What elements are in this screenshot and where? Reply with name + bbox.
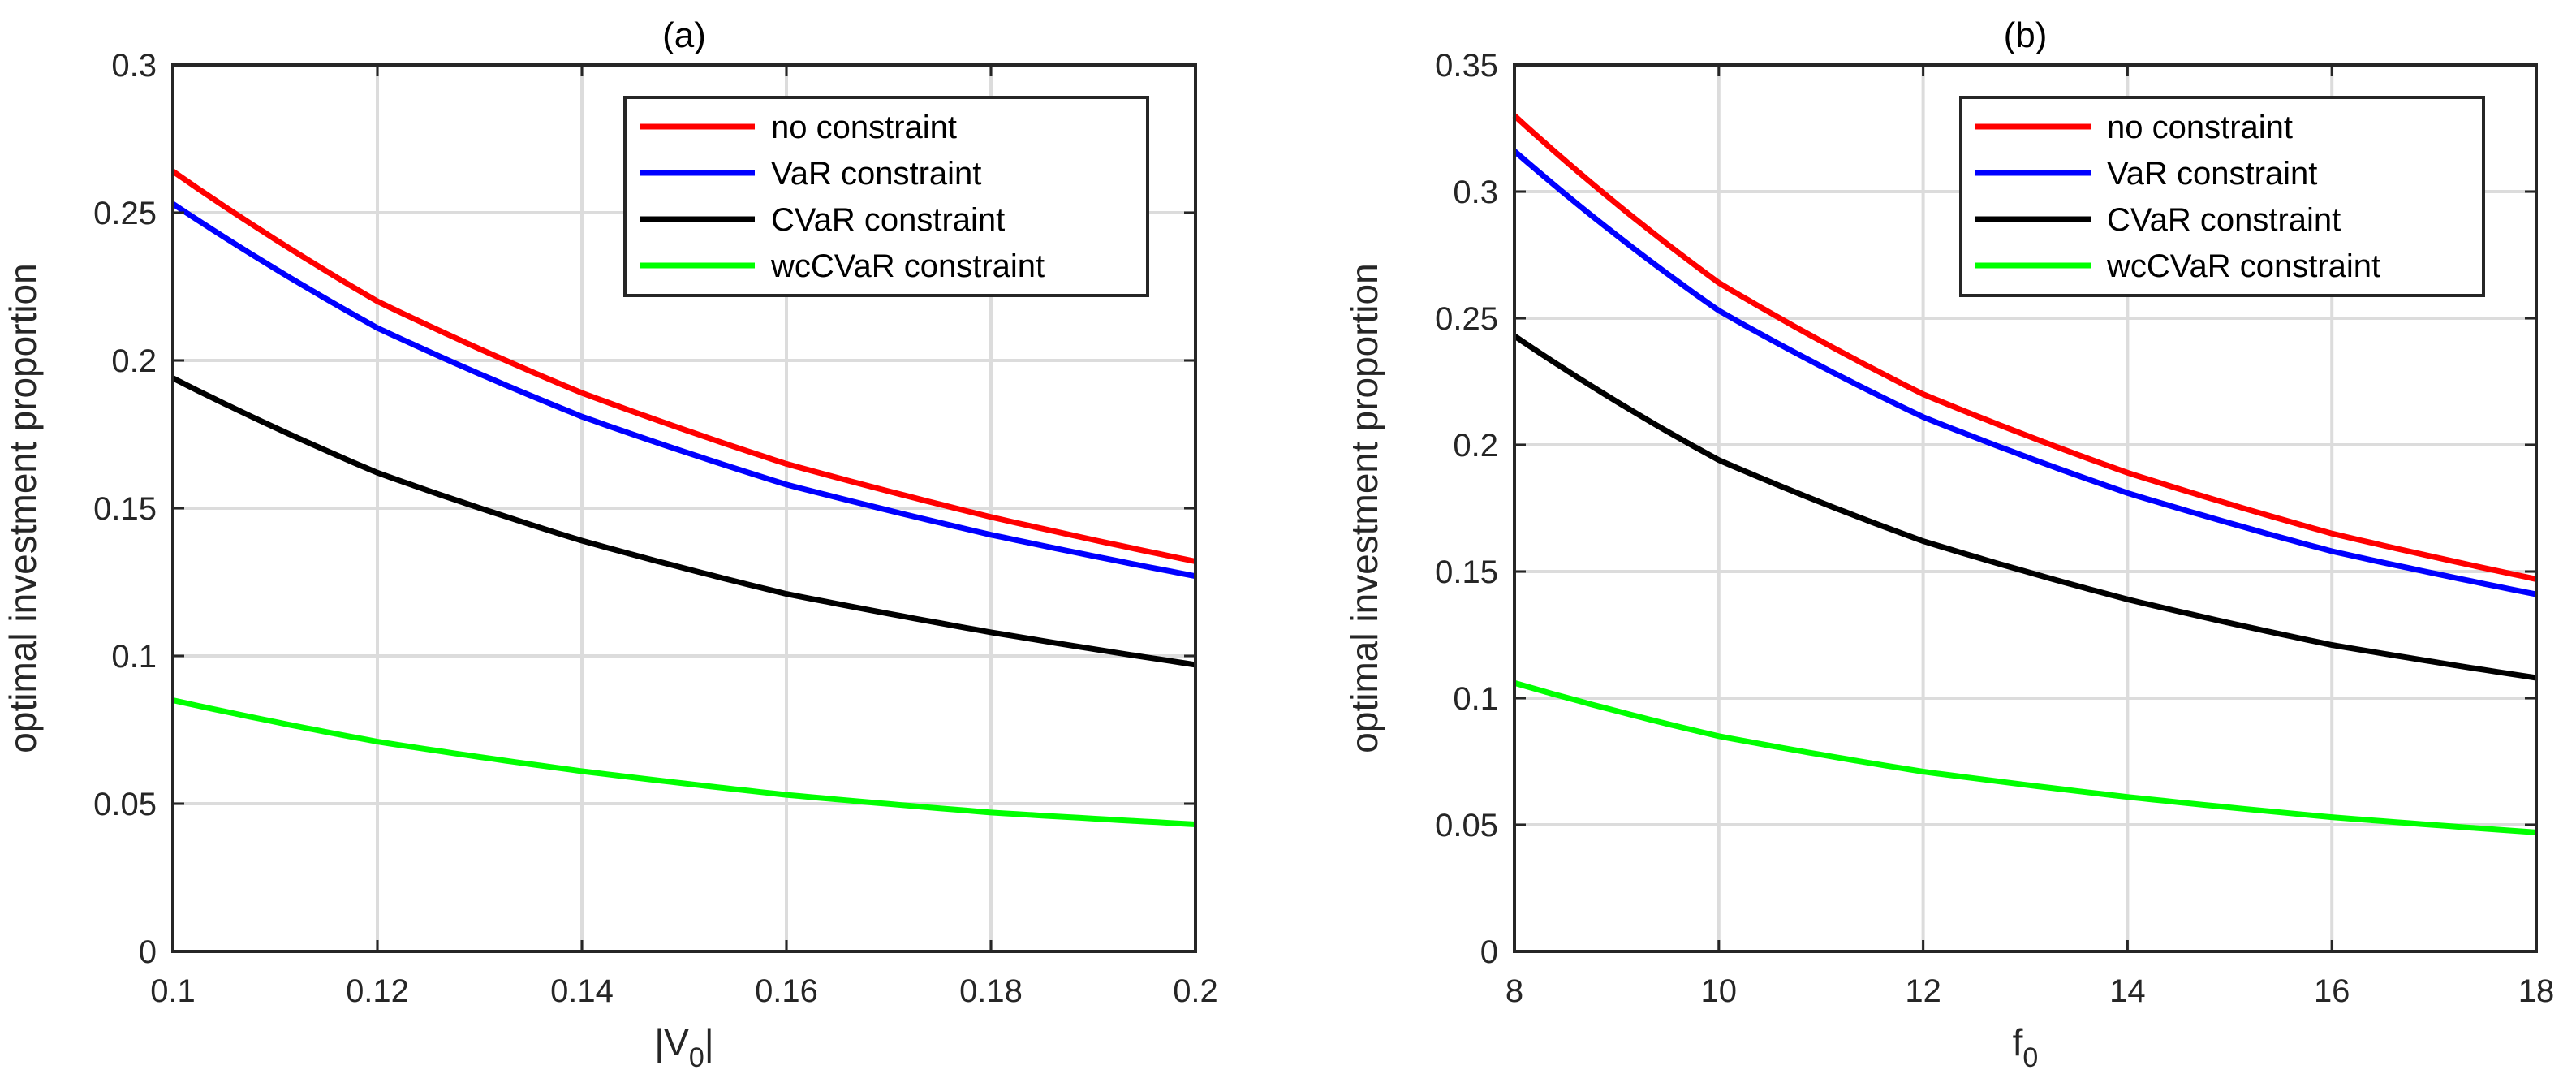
- x-tick-label: 0.16: [755, 973, 818, 1009]
- x-axis-label: f0: [2013, 1021, 2039, 1073]
- y-tick-label: 0.3: [1453, 175, 1498, 210]
- x-axis-label: |V0|: [654, 1021, 714, 1073]
- series-line-no-constraint: [1512, 113, 2537, 582]
- legend-label: wcCVaR constraint: [2106, 248, 2380, 284]
- legend-label: wcCVaR constraint: [770, 248, 1045, 284]
- y-axis-label: optimal investment proportion: [1343, 263, 1385, 753]
- y-tick-label: 0.25: [93, 196, 157, 231]
- legend-label: VaR constraint: [771, 156, 981, 192]
- y-tick-label: 0.15: [93, 491, 157, 527]
- x-tick-label: 0.14: [550, 973, 614, 1009]
- chart-panel-a: 0.1 0.12 0.14 0.16 0.18 0.2 0 0.05 0.1 0.15 0.2 0.2…: [2, 15, 1218, 1073]
- series-line-cvar-constraint: [1513, 333, 2537, 681]
- x-tick-label: 0.2: [1173, 973, 1218, 1009]
- y-tick-label: 0: [1480, 934, 1498, 970]
- x-tick-label: 0.18: [959, 973, 1023, 1009]
- axes-box: [1513, 63, 2538, 953]
- x-tick-label: 10: [1701, 973, 1738, 1009]
- y-tick-label: 0: [139, 934, 157, 970]
- y-axis-label: optimal investment proportion: [2, 263, 44, 753]
- y-tick-label: 0.15: [1435, 554, 1498, 590]
- legend: no constraint VaR constraint CVaR constrai…: [1959, 96, 2485, 297]
- y-tick-label: 0.35: [1435, 48, 1498, 84]
- y-tick-label: 0.1: [111, 639, 157, 675]
- y-tick-label: 0.2: [1453, 428, 1498, 464]
- legend-label: VaR constraint: [2107, 156, 2317, 192]
- series-line-var-constraint: [1512, 149, 2537, 597]
- x-tick-label: 18: [2518, 973, 2555, 1009]
- series-line-no-constraint: [171, 169, 1196, 564]
- legend-label: CVaR constraint: [2107, 202, 2341, 238]
- legend-label: no constraint: [2107, 110, 2293, 145]
- chart-title: (b): [2004, 15, 2048, 55]
- legend-box: [623, 96, 1149, 297]
- x-tick-label: 14: [2109, 973, 2146, 1009]
- x-tick-label: 0.1: [150, 973, 196, 1009]
- legend-box: [1959, 96, 2485, 297]
- chart-title: (a): [662, 15, 706, 55]
- x-tick-label: 16: [2314, 973, 2350, 1009]
- x-tick-label: 8: [1506, 973, 1523, 1009]
- series-line-wccvar-constraint: [172, 697, 1196, 827]
- series-line-wccvar-constraint: [1514, 679, 2537, 835]
- legend-label: no constraint: [771, 110, 957, 145]
- y-tick-label: 0.05: [93, 787, 157, 822]
- y-tick-label: 0.2: [111, 343, 157, 379]
- y-tick-label: 0.1: [1453, 681, 1498, 717]
- x-tick-label: 0.12: [346, 973, 409, 1009]
- legend: no constraint VaR constraint CVaR constrai…: [623, 96, 1149, 297]
- legend-label: CVaR constraint: [771, 202, 1005, 238]
- series-line-var-constraint: [171, 201, 1196, 580]
- series-line-cvar-constraint: [171, 375, 1196, 668]
- y-tick-label: 0.3: [111, 48, 157, 84]
- x-tick-label: 12: [1905, 973, 1941, 1009]
- y-tick-label: 0.25: [1435, 301, 1498, 337]
- y-tick-label: 0.05: [1435, 808, 1498, 843]
- chart-panel-b: 8 10 12 14 16 18 0 0.05 0.1 0.15 0.2 0.25 0.3 0.35 (b)…: [1343, 15, 2554, 1073]
